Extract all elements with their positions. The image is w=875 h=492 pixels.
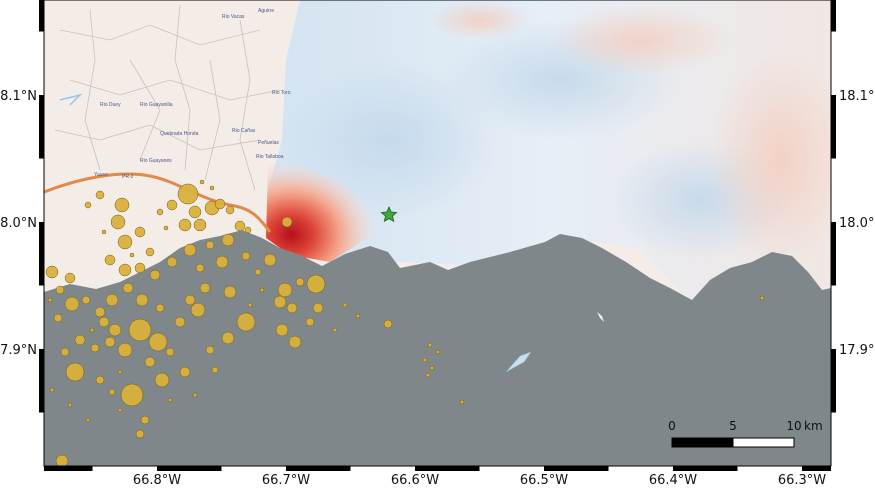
- frame-segment-bottom: [415, 466, 480, 471]
- frame-segment-bottom: [544, 466, 609, 471]
- lon-label: 66.6°W: [391, 473, 439, 488]
- lat-label-right: 18.0°N: [839, 216, 875, 231]
- island: [505, 351, 532, 373]
- lat-label-left: 18.0°N: [0, 216, 37, 231]
- lat-label-right: 18.1°N: [839, 89, 875, 104]
- frame-segment-bottom: [286, 466, 351, 471]
- highway-pr2: [44, 172, 272, 233]
- latitude-labels-right: 18.1°N 18.0°N 17.9°N: [839, 89, 875, 358]
- frame-segment-left: [39, 0, 44, 32]
- place-label: PR-2: [122, 174, 134, 180]
- place-label: Rio Guayanés: [140, 158, 172, 164]
- frame-segment-right: [831, 0, 836, 32]
- ocean-area: [44, 230, 831, 466]
- lon-label: 66.4°W: [649, 473, 697, 488]
- river: [59, 93, 83, 106]
- lon-label: 66.7°W: [262, 473, 310, 488]
- lon-label: 66.3°W: [778, 473, 826, 488]
- scale-bar: 0 5 10 km: [668, 419, 823, 448]
- star-icon: [380, 206, 398, 223]
- place-label: Quebrada Honda: [160, 131, 199, 137]
- frame-segment-right: [831, 95, 836, 159]
- map-frame: [39, 0, 836, 471]
- place-label: Rio Cañas: [232, 128, 256, 134]
- place-label: Aguirre: [258, 8, 274, 14]
- frame-segment-bottom: [802, 466, 831, 471]
- scale-tick-10: 10: [786, 419, 801, 433]
- frame-segment-left: [39, 222, 44, 286]
- latitude-labels-left: 18.1°N 18.0°N 17.9°N: [0, 89, 37, 358]
- frame-segment-right: [831, 349, 836, 413]
- place-label: Rio Tallaboa: [256, 154, 284, 160]
- lat-label-left: 18.1°N: [0, 89, 37, 104]
- deformation-field: [266, 0, 831, 300]
- lon-label: 66.8°W: [133, 473, 181, 488]
- place-label: Peñuelas: [258, 140, 279, 146]
- place-label: Rio Toro: [272, 90, 291, 96]
- road-network: [54, 4, 281, 191]
- scale-tick-0: 0: [668, 419, 676, 433]
- frame-segment-bottom: [44, 466, 93, 471]
- place-label: Rio Guayanilla: [140, 102, 173, 108]
- scale-tick-5: 5: [729, 419, 737, 433]
- lat-label-right: 17.9°N: [839, 343, 875, 358]
- earthquake-markers: [45, 179, 765, 466]
- frame-segment-right: [831, 222, 836, 286]
- frame-segment-left: [39, 349, 44, 413]
- lat-label-left: 17.9°N: [0, 343, 37, 358]
- place-label: Rio Duey: [100, 102, 121, 108]
- frame-segment-left: [39, 95, 44, 159]
- longitude-labels: 66.8°W 66.7°W 66.6°W 66.5°W 66.4°W 66.3°W: [133, 473, 826, 488]
- island: [597, 312, 604, 322]
- lon-label: 66.5°W: [520, 473, 568, 488]
- frame-segment-bottom: [157, 466, 222, 471]
- place-label: Yauco: [94, 172, 108, 178]
- place-label: Rio Vacas: [222, 14, 245, 20]
- scale-unit: km: [804, 419, 823, 433]
- place-labels: Aguirre Rio Vacas Rio Toro Rio Duey Rio …: [94, 8, 291, 180]
- frame-segment-bottom: [673, 466, 738, 471]
